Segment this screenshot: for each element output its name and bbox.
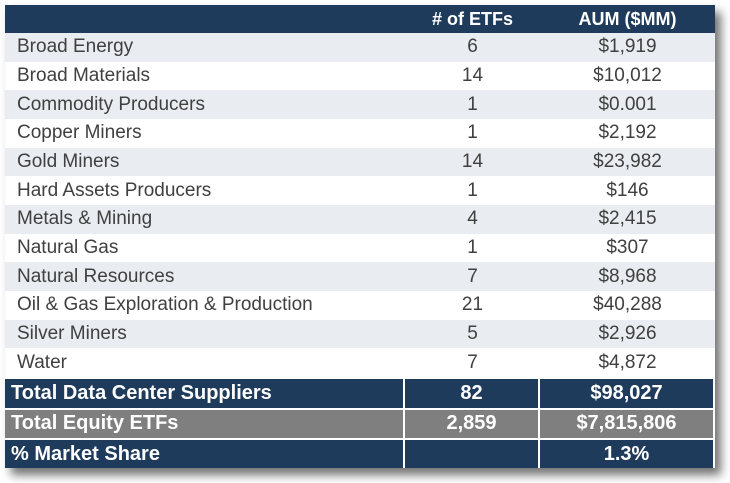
row-label: Broad Energy (5, 33, 405, 62)
row-value: $146 (540, 176, 715, 205)
row-value: 14 (405, 147, 540, 177)
row-value: $307 (540, 233, 715, 263)
market-share-label: % Market Share (5, 438, 405, 468)
row-label: Oil & Gas Exploration & Production (5, 291, 405, 320)
row-label: Commodity Producers (5, 90, 405, 119)
total-value: $98,027 (540, 377, 715, 408)
total-label: Total Data Center Suppliers (5, 377, 405, 408)
row-value: $10,012 (540, 61, 715, 91)
row-value: $2,415 (540, 205, 715, 234)
header-cell: # of ETFs (405, 5, 540, 33)
row-value: 1 (405, 90, 540, 119)
row-value: $1,919 (540, 33, 715, 62)
row-value: $2,192 (540, 119, 715, 148)
row-label: Natural Gas (5, 233, 405, 263)
row-label: Broad Materials (5, 61, 405, 91)
market-share-blank (405, 438, 540, 468)
row-value: 1 (405, 233, 540, 263)
row-value: 14 (405, 61, 540, 91)
row-label: Silver Miners (5, 319, 405, 349)
row-label: Hard Assets Producers (5, 176, 405, 205)
total-label: Total Equity ETFs (5, 407, 405, 439)
total-value: 2,859 (405, 407, 540, 439)
row-value: 1 (405, 176, 540, 205)
row-value: $2,926 (540, 319, 715, 349)
row-value: 7 (405, 348, 540, 378)
market-share-value: 1.3% (540, 438, 715, 468)
header-cell: AUM ($MM) (540, 5, 715, 33)
row-value: $4,872 (540, 348, 715, 378)
row-label: Water (5, 348, 405, 378)
row-value: $23,982 (540, 147, 715, 177)
row-value: 4 (405, 205, 540, 234)
row-value: 5 (405, 319, 540, 349)
row-value: 21 (405, 291, 540, 320)
row-value: 7 (405, 262, 540, 292)
row-label: Gold Miners (5, 147, 405, 177)
row-value: 6 (405, 33, 540, 62)
row-label: Natural Resources (5, 262, 405, 292)
row-label: Metals & Mining (5, 205, 405, 234)
header-blank (5, 5, 405, 33)
etf-table: # of ETFs AUM ($MM) Broad Energy 6 $1,919 Bro… (5, 5, 715, 468)
row-value: 1 (405, 119, 540, 148)
row-value: $40,288 (540, 291, 715, 320)
total-value: 82 (405, 377, 540, 408)
row-value: $8,968 (540, 262, 715, 292)
row-label: Copper Miners (5, 119, 405, 148)
total-value: $7,815,806 (540, 407, 715, 439)
row-value: $0.001 (540, 90, 715, 119)
